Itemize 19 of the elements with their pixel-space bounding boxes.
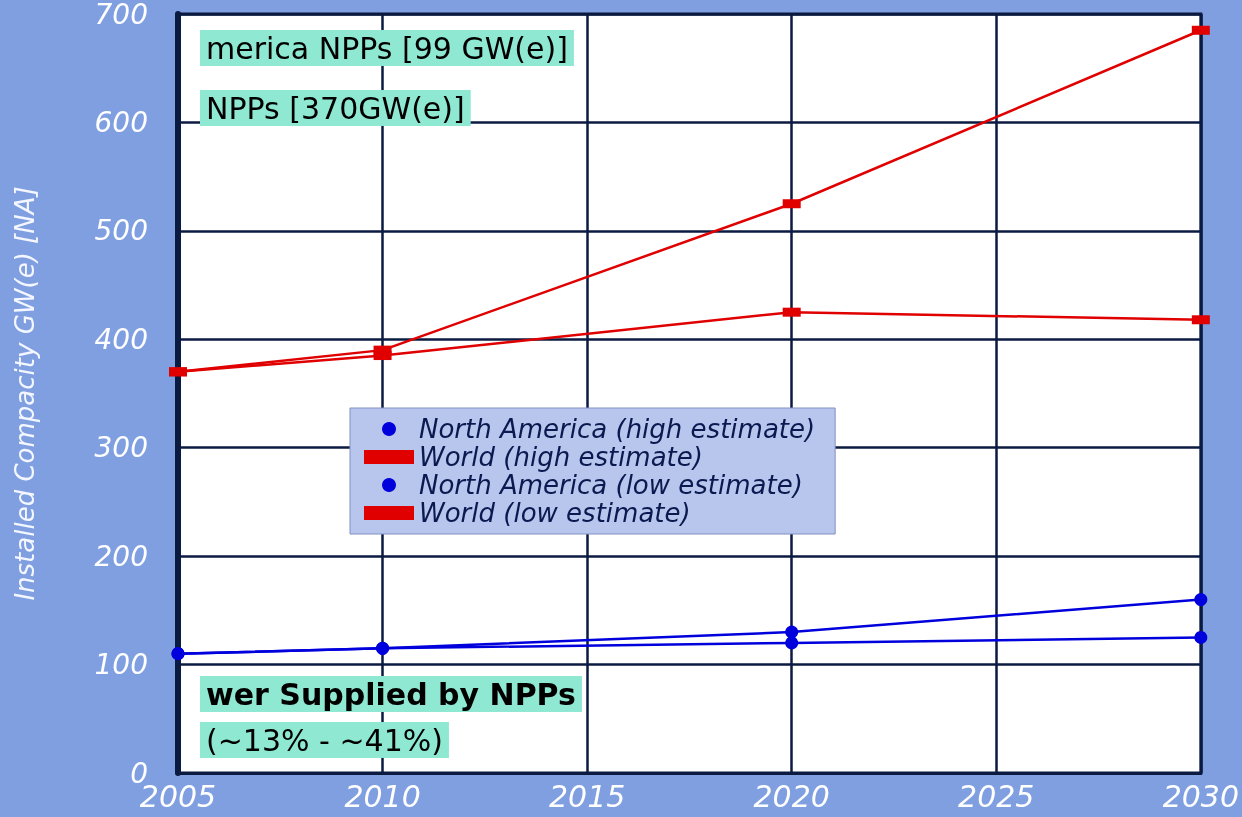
- annotation: (~13% - ~41%): [206, 722, 443, 758]
- y-tick-label: 200: [94, 539, 148, 573]
- y-axis-title: Installed Compacity GW(e) [NA]: [10, 186, 40, 601]
- x-tick-label: 2020: [753, 778, 830, 814]
- x-tick-label: 2010: [344, 778, 421, 814]
- y-tick-label: 100: [94, 648, 148, 682]
- annotation: merica NPPs [99 GW(e)]: [206, 30, 568, 66]
- annotation: NPPs [370GW(e)]: [206, 90, 465, 126]
- x-tick-label: 2025: [958, 778, 1035, 814]
- x-tick-label: 2030: [1162, 778, 1240, 814]
- y-tick-label: 700: [94, 0, 148, 31]
- legend-label: North America (high estimate): [419, 414, 816, 444]
- x-tick-label: 2015: [548, 778, 626, 814]
- annotation: wer Supplied by NPPs: [206, 676, 576, 712]
- legend-label: World (low estimate): [419, 498, 691, 528]
- y-tick-label: 400: [94, 322, 148, 356]
- y-tick-label: 300: [94, 431, 148, 465]
- y-tick-label: 500: [94, 214, 148, 248]
- y-tick-label: 600: [94, 105, 148, 139]
